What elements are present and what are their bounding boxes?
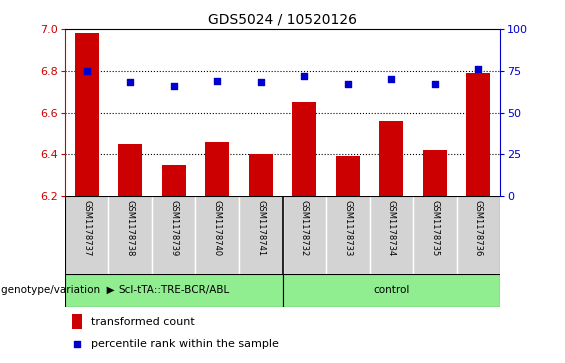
Bar: [282, 274, 500, 307]
Text: Scl-tTA::TRE-BCR/ABL: Scl-tTA::TRE-BCR/ABL: [118, 285, 229, 295]
Point: [169, 83, 178, 89]
Point: [473, 66, 483, 72]
Bar: [152, 196, 195, 276]
Bar: [326, 196, 370, 276]
Bar: [249, 154, 273, 196]
Bar: [65, 274, 282, 307]
Point: [299, 73, 308, 79]
Title: GDS5024 / 10520126: GDS5024 / 10520126: [208, 12, 357, 26]
Bar: [239, 196, 282, 276]
Bar: [282, 196, 326, 276]
Text: percentile rank within the sample: percentile rank within the sample: [91, 339, 279, 350]
Text: GSM1178733: GSM1178733: [344, 200, 352, 256]
Text: genotype/variation  ▶: genotype/variation ▶: [1, 285, 115, 295]
Point: [212, 78, 221, 84]
Bar: [195, 196, 239, 276]
Bar: [336, 156, 360, 196]
Text: GSM1178732: GSM1178732: [300, 200, 308, 256]
Text: GSM1178740: GSM1178740: [213, 200, 221, 256]
Bar: [108, 196, 152, 276]
Text: GSM1178736: GSM1178736: [474, 200, 483, 256]
Bar: [370, 196, 413, 276]
Bar: [65, 196, 108, 276]
Point: [82, 68, 92, 74]
Text: GSM1178741: GSM1178741: [257, 200, 265, 256]
Point: [125, 79, 134, 85]
Text: GSM1178734: GSM1178734: [387, 200, 396, 256]
Text: GSM1178737: GSM1178737: [82, 200, 91, 256]
Bar: [423, 150, 447, 196]
Bar: [118, 144, 142, 196]
Point: [430, 81, 439, 87]
Bar: [72, 314, 82, 330]
Text: GSM1178738: GSM1178738: [126, 200, 134, 256]
Point: [256, 79, 265, 85]
Text: GSM1178739: GSM1178739: [170, 200, 178, 256]
Bar: [457, 196, 500, 276]
Bar: [413, 196, 457, 276]
Bar: [205, 142, 229, 196]
Bar: [292, 102, 316, 196]
Bar: [162, 165, 186, 196]
Bar: [466, 73, 490, 196]
Point: [73, 342, 82, 347]
Bar: [379, 121, 403, 196]
Point: [343, 81, 352, 87]
Text: transformed count: transformed count: [91, 317, 195, 327]
Text: GSM1178735: GSM1178735: [431, 200, 439, 256]
Point: [386, 76, 396, 82]
Bar: [75, 33, 99, 196]
Text: control: control: [373, 285, 410, 295]
